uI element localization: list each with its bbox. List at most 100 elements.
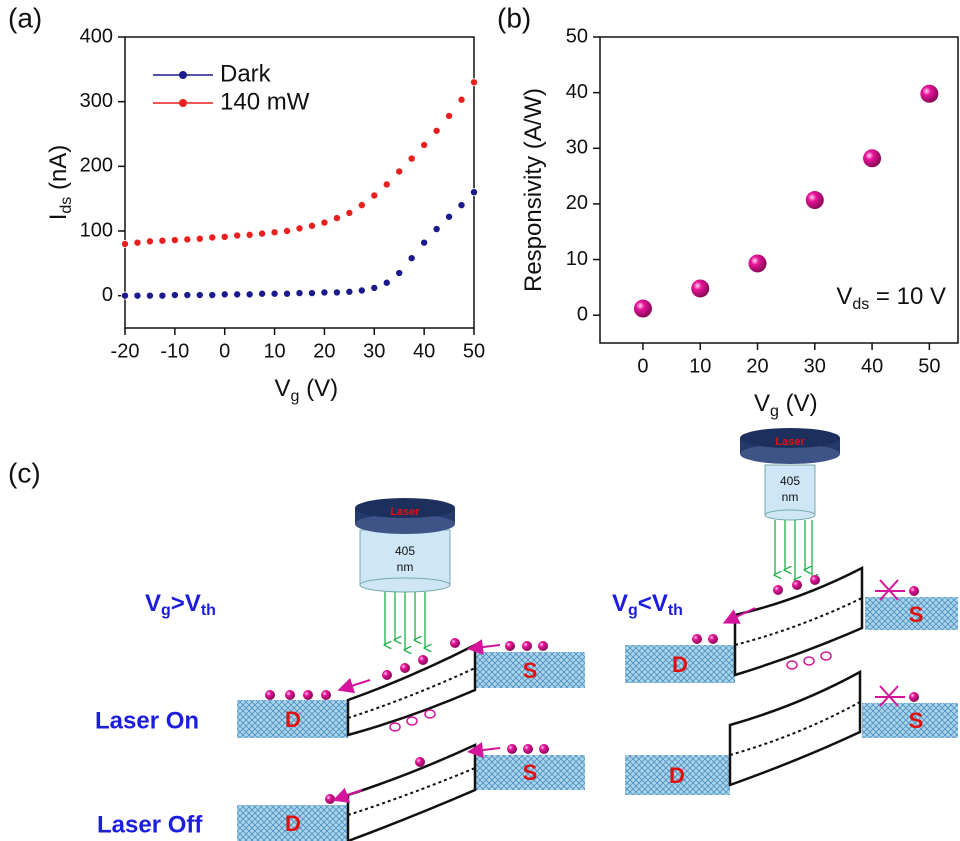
laser-name: Laser	[390, 506, 420, 518]
laser: Laser 405 nm	[355, 498, 455, 650]
y-tick-label: 50	[566, 25, 588, 47]
cond-sub: th	[668, 602, 683, 619]
data-point	[158, 291, 167, 300]
data-point	[208, 291, 217, 300]
data-point	[748, 254, 767, 273]
y-tick-label: 100	[80, 219, 113, 241]
data-point	[233, 290, 242, 299]
source-label: S	[909, 602, 924, 627]
y-tick-label: 30	[566, 137, 588, 159]
data-point	[258, 289, 267, 298]
condition: Vg<Vth	[612, 590, 683, 619]
y-tick-label: 200	[80, 155, 113, 177]
data-point	[258, 229, 267, 238]
data-point	[863, 149, 882, 168]
data-point	[420, 238, 429, 247]
data-point	[469, 78, 478, 87]
state-label: Laser On	[95, 707, 199, 734]
data-point	[357, 201, 366, 210]
y-tick-label: 300	[80, 90, 113, 112]
data-point	[170, 291, 179, 300]
data-point	[183, 235, 192, 244]
label-part: (nA)	[45, 145, 72, 197]
data-point	[382, 180, 391, 189]
data-point	[220, 232, 229, 241]
y-tick-label: 0	[577, 303, 588, 325]
data-point	[283, 289, 292, 298]
data-point	[170, 236, 179, 245]
blocked	[875, 579, 905, 707]
x-tick-label: 50	[918, 355, 940, 377]
data-point	[332, 288, 341, 297]
legend-label: Dark	[220, 60, 272, 87]
x-tick-label: 10	[689, 355, 711, 377]
data-point	[345, 287, 354, 296]
label-part: = 10 V	[869, 283, 946, 310]
label-sub: g	[770, 403, 779, 420]
wavelength: 405	[395, 544, 415, 558]
data-point	[220, 290, 229, 299]
source-label: S	[523, 658, 538, 683]
plot-frame	[599, 36, 959, 344]
flow-arrows	[332, 607, 756, 803]
cond-sub: g	[628, 602, 638, 619]
laser: Laser 405 nm	[740, 428, 840, 580]
axis-label: Responsivity (A/W)	[520, 88, 547, 292]
wavelength: nm	[397, 560, 414, 574]
label-part: V	[754, 390, 770, 417]
axis-label: Vg (V)	[275, 375, 339, 405]
data-point	[195, 234, 204, 243]
cond-part: <V	[638, 590, 668, 617]
drain-label: D	[285, 811, 301, 836]
y-tick-label: 10	[566, 248, 588, 270]
x-tick-label: 40	[861, 355, 883, 377]
data-point	[233, 231, 242, 240]
data-point	[270, 289, 279, 298]
label-sub: ds	[852, 296, 869, 313]
data-point	[270, 228, 279, 237]
data-point	[345, 208, 354, 217]
data-point	[295, 224, 304, 233]
x-tick-label: 30	[804, 355, 826, 377]
data-point	[145, 237, 154, 246]
panel-label: (c)	[8, 457, 41, 488]
data-point	[307, 289, 316, 298]
data-point	[208, 233, 217, 242]
data-point	[407, 254, 416, 263]
data-point	[457, 95, 466, 104]
data-point	[283, 226, 292, 235]
legend-label: 140 mW	[220, 88, 310, 115]
data-point	[121, 291, 130, 300]
data-point	[183, 291, 192, 300]
x-tick-label: 40	[413, 340, 435, 362]
x-tick-label: -10	[160, 340, 189, 362]
wavelength: nm	[782, 490, 799, 504]
legend-marker	[179, 99, 187, 107]
condition: Vg>Vth	[145, 590, 216, 619]
axis-label: Vds = 10 V	[836, 283, 946, 313]
data-point	[469, 188, 478, 197]
data-point	[395, 167, 404, 176]
y-tick-label: 0	[102, 284, 113, 306]
laser-name: Laser	[775, 436, 805, 448]
x-tick-label: 0	[637, 355, 648, 377]
x-tick-label: 30	[363, 340, 385, 362]
state-label: Laser Off	[97, 811, 203, 838]
wavelength: 405	[780, 474, 800, 488]
data-point	[457, 201, 466, 210]
cond-part: >V	[171, 590, 201, 617]
x-tick-label: 10	[263, 340, 285, 362]
x-tick-label: 0	[219, 340, 230, 362]
data-point	[320, 218, 329, 227]
data-point	[407, 154, 416, 163]
data-point	[382, 278, 391, 287]
legend-marker	[179, 71, 187, 79]
drain-label: D	[285, 707, 301, 732]
band-diagram	[237, 565, 958, 841]
data-point	[432, 225, 441, 234]
cond-sub: th	[201, 602, 216, 619]
data-point	[121, 239, 130, 248]
label-part: (V)	[779, 390, 818, 417]
data-point	[133, 291, 142, 300]
